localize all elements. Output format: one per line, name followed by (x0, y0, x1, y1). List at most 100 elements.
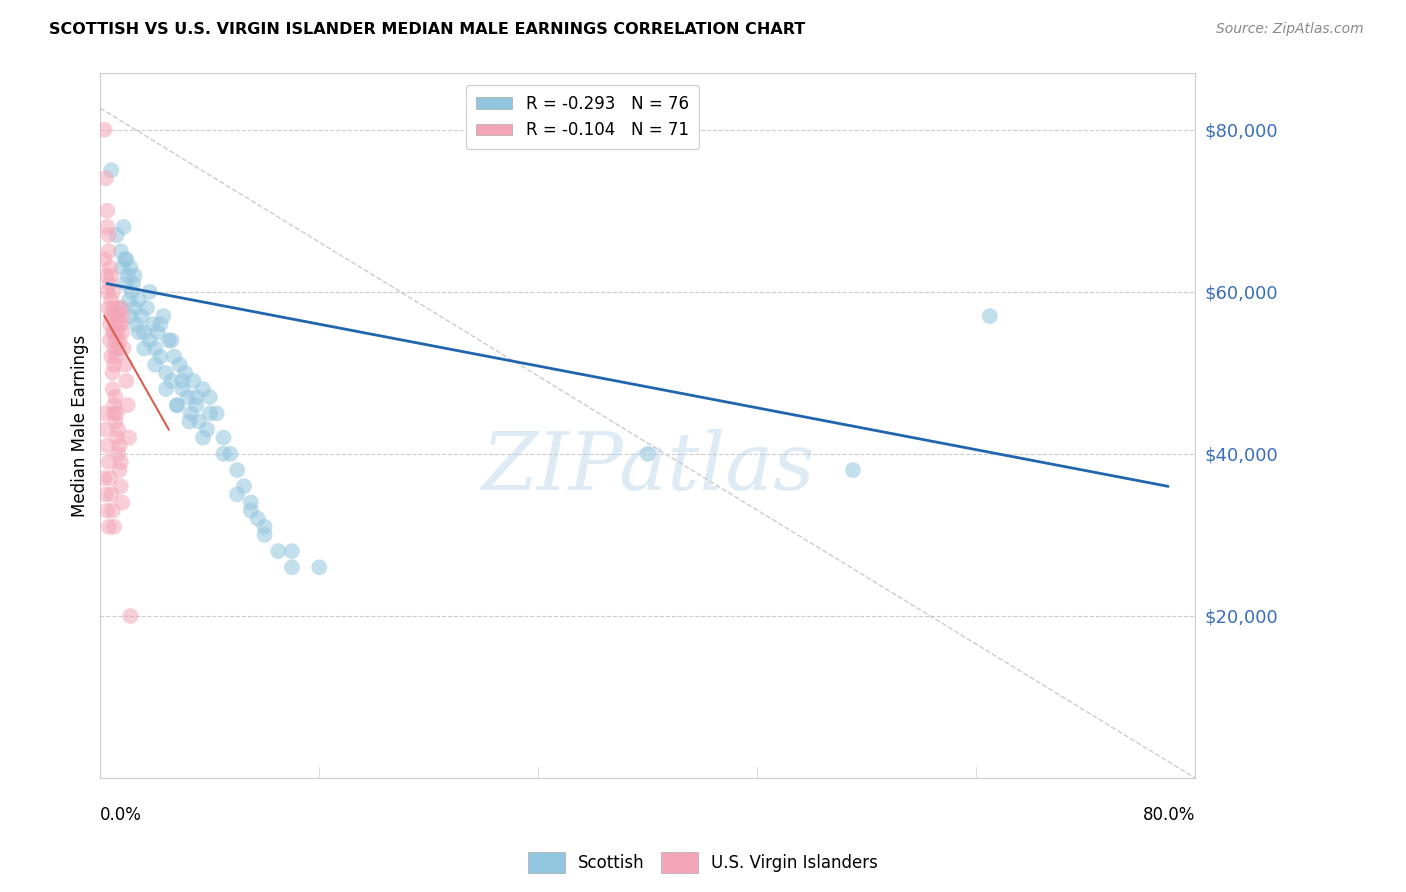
Scottish (205, 406, 228, 420)
U.S. Virgin Islanders (94, 423, 117, 437)
Scottish (226, 463, 249, 477)
Scottish (186, 398, 208, 412)
Legend: R = -0.293   N = 76, R = -0.104   N = 71: R = -0.293 N = 76, R = -0.104 N = 71 (465, 85, 699, 149)
Scottish (100, 163, 122, 178)
U.S. Virgin Islanders (107, 447, 129, 461)
Y-axis label: Median Male Earnings: Median Male Earnings (72, 334, 89, 516)
Scottish (186, 390, 208, 404)
U.S. Virgin Islanders (97, 520, 120, 534)
Scottish (124, 268, 146, 283)
Text: ZIPatlas: ZIPatlas (481, 429, 814, 507)
U.S. Virgin Islanders (110, 455, 132, 469)
U.S. Virgin Islanders (105, 326, 128, 340)
U.S. Virgin Islanders (107, 309, 129, 323)
Scottish (125, 317, 148, 331)
U.S. Virgin Islanders (105, 301, 128, 315)
Scottish (195, 423, 218, 437)
Scottish (115, 252, 138, 267)
U.S. Virgin Islanders (105, 406, 128, 420)
U.S. Virgin Islanders (110, 479, 132, 493)
Scottish (179, 414, 201, 428)
Scottish (191, 382, 214, 396)
U.S. Virgin Islanders (100, 268, 122, 283)
U.S. Virgin Islanders (101, 503, 124, 517)
U.S. Virgin Islanders (117, 398, 139, 412)
U.S. Virgin Islanders (96, 203, 118, 218)
U.S. Virgin Islanders (108, 334, 131, 348)
Scottish (187, 414, 209, 428)
Scottish (146, 326, 169, 340)
Scottish (233, 479, 256, 493)
Scottish (281, 560, 304, 574)
Scottish (163, 350, 186, 364)
U.S. Virgin Islanders (104, 317, 127, 331)
Legend: Scottish, U.S. Virgin Islanders: Scottish, U.S. Virgin Islanders (522, 846, 884, 880)
Scottish (174, 366, 197, 380)
Scottish (149, 317, 172, 331)
U.S. Virgin Islanders (111, 326, 134, 340)
Scottish (124, 301, 146, 315)
U.S. Virgin Islanders (110, 301, 132, 315)
Text: SCOTTISH VS U.S. VIRGIN ISLANDER MEDIAN MALE EARNINGS CORRELATION CHART: SCOTTISH VS U.S. VIRGIN ISLANDER MEDIAN … (49, 22, 806, 37)
U.S. Virgin Islanders (97, 228, 120, 243)
Scottish (172, 382, 194, 396)
U.S. Virgin Islanders (97, 301, 120, 315)
U.S. Virgin Islanders (96, 439, 118, 453)
U.S. Virgin Islanders (103, 520, 125, 534)
Scottish (253, 520, 276, 534)
Scottish (155, 366, 177, 380)
U.S. Virgin Islanders (94, 487, 117, 501)
U.S. Virgin Islanders (100, 293, 122, 307)
Scottish (143, 342, 166, 356)
Scottish (281, 544, 304, 558)
Scottish (111, 260, 134, 275)
U.S. Virgin Islanders (101, 366, 124, 380)
U.S. Virgin Islanders (94, 171, 117, 186)
Scottish (308, 560, 330, 574)
Text: Source: ZipAtlas.com: Source: ZipAtlas.com (1216, 22, 1364, 37)
U.S. Virgin Islanders (111, 309, 134, 323)
U.S. Virgin Islanders (104, 350, 127, 364)
Scottish (155, 382, 177, 396)
Scottish (105, 228, 128, 243)
U.S. Virgin Islanders (108, 463, 131, 477)
Text: 0.0%: 0.0% (100, 806, 142, 824)
Scottish (637, 447, 659, 461)
U.S. Virgin Islanders (112, 342, 135, 356)
U.S. Virgin Islanders (107, 342, 129, 356)
Scottish (180, 406, 202, 420)
Scottish (141, 317, 163, 331)
U.S. Virgin Islanders (103, 358, 125, 372)
U.S. Virgin Islanders (118, 431, 141, 445)
U.S. Virgin Islanders (114, 358, 136, 372)
Scottish (198, 406, 221, 420)
Scottish (166, 398, 188, 412)
U.S. Virgin Islanders (103, 326, 125, 340)
U.S. Virgin Islanders (101, 382, 124, 396)
Scottish (191, 431, 214, 445)
U.S. Virgin Islanders (104, 390, 127, 404)
U.S. Virgin Islanders (103, 406, 125, 420)
Scottish (131, 309, 153, 323)
U.S. Virgin Islanders (101, 326, 124, 340)
U.S. Virgin Islanders (93, 122, 115, 136)
U.S. Virgin Islanders (100, 487, 122, 501)
Scottish (219, 447, 242, 461)
Scottish (112, 219, 135, 234)
Scottish (253, 528, 276, 542)
Scottish (842, 463, 865, 477)
U.S. Virgin Islanders (96, 285, 118, 299)
Scottish (149, 350, 172, 364)
U.S. Virgin Islanders (104, 334, 127, 348)
U.S. Virgin Islanders (107, 423, 129, 437)
U.S. Virgin Islanders (94, 268, 117, 283)
U.S. Virgin Islanders (104, 414, 127, 428)
U.S. Virgin Islanders (108, 439, 131, 453)
Scottish (128, 326, 150, 340)
Scottish (134, 326, 156, 340)
Text: 80.0%: 80.0% (1143, 806, 1195, 824)
Scottish (177, 390, 200, 404)
U.S. Virgin Islanders (98, 471, 121, 485)
Scottish (138, 285, 160, 299)
U.S. Virgin Islanders (96, 503, 118, 517)
